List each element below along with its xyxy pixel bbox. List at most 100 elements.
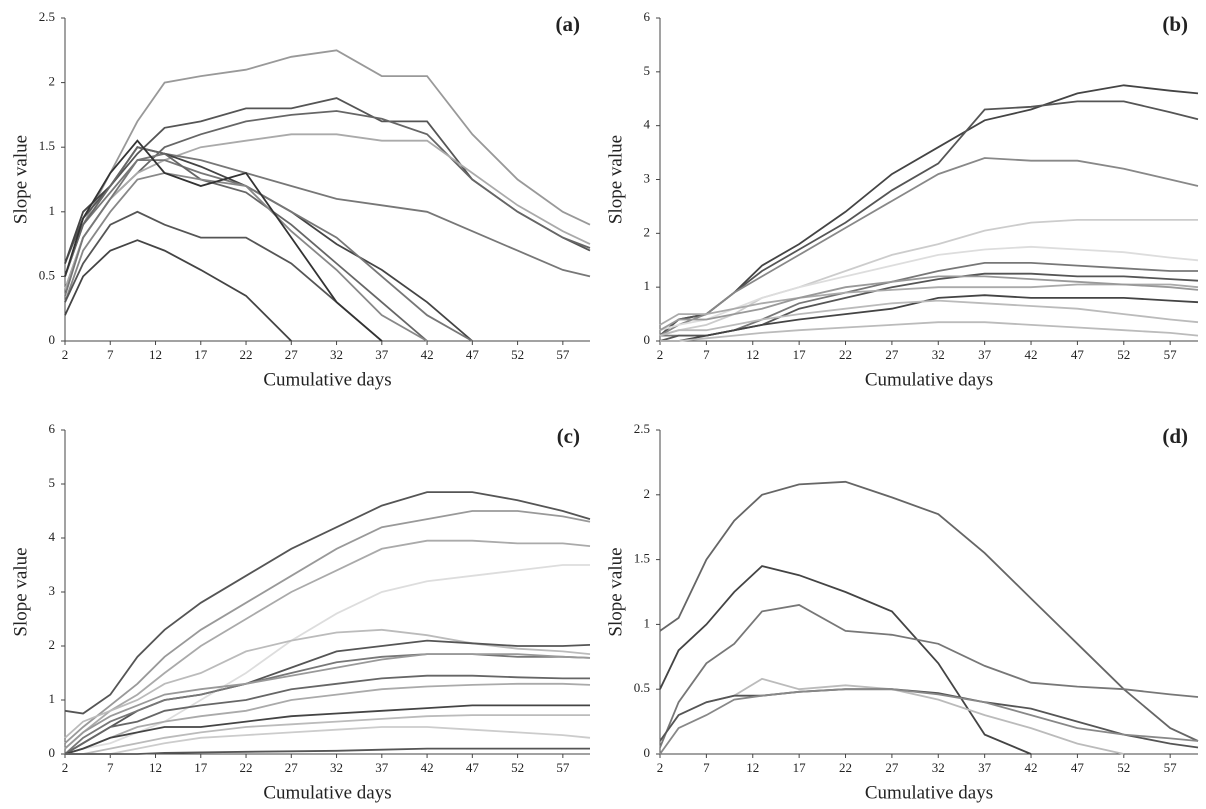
y-axis-label: Slope value xyxy=(10,135,31,224)
data-line xyxy=(659,157,1199,337)
x-tick-label: 57 xyxy=(1164,760,1178,775)
x-tick-label: 7 xyxy=(107,760,114,775)
y-tick-label: 4 xyxy=(49,529,56,544)
data-line xyxy=(64,239,292,342)
y-tick-label: 3 xyxy=(644,170,651,185)
x-tick-label: 42 xyxy=(421,347,434,362)
y-axis-label: Slope value xyxy=(605,547,626,636)
x-tick-label: 37 xyxy=(978,760,992,775)
x-axis-label: Cumulative days xyxy=(865,369,993,390)
y-tick-label: 0 xyxy=(49,332,56,347)
data-line xyxy=(64,682,591,755)
x-axis-label: Cumulative days xyxy=(263,369,391,390)
data-line xyxy=(64,674,590,755)
x-tick-label: 2 xyxy=(657,760,664,775)
data-line xyxy=(64,539,591,750)
data-line xyxy=(64,491,591,715)
y-tick-label: 0.5 xyxy=(634,680,650,695)
x-tick-label: 32 xyxy=(932,347,945,362)
x-axis-label: Cumulative days xyxy=(263,782,391,803)
x-tick-label: 2 xyxy=(657,347,664,362)
data-line xyxy=(660,321,1199,342)
x-tick-label: 7 xyxy=(703,760,710,775)
x-tick-label: 47 xyxy=(1071,347,1085,362)
x-axis-label: Cumulative days xyxy=(865,782,993,803)
x-tick-label: 12 xyxy=(746,347,759,362)
y-tick-label: 4 xyxy=(644,117,651,132)
x-tick-label: 2 xyxy=(62,347,69,362)
data-line xyxy=(64,510,591,744)
x-tick-label: 52 xyxy=(511,347,524,362)
x-tick-label: 27 xyxy=(285,347,299,362)
data-line xyxy=(659,480,1199,742)
data-line xyxy=(659,565,1032,755)
panel-title: (c) xyxy=(557,424,580,448)
y-tick-label: 1 xyxy=(644,278,651,293)
y-tick-label: 1 xyxy=(644,615,651,630)
x-tick-label: 22 xyxy=(839,347,852,362)
y-tick-label: 1.5 xyxy=(39,138,55,153)
data-line xyxy=(64,133,591,290)
data-line xyxy=(659,688,1199,755)
data-line xyxy=(64,49,591,277)
data-line xyxy=(64,152,591,297)
data-line xyxy=(659,604,1199,748)
y-tick-label: 2 xyxy=(644,224,651,239)
y-tick-label: 1 xyxy=(49,691,56,706)
data-line xyxy=(659,245,1199,332)
data-line xyxy=(64,639,591,755)
data-line xyxy=(659,275,1199,331)
data-line xyxy=(65,747,590,755)
data-line xyxy=(64,210,383,342)
y-tick-label: 1.5 xyxy=(634,551,650,566)
x-tick-label: 37 xyxy=(978,347,992,362)
y-tick-label: 3 xyxy=(49,583,56,598)
x-tick-label: 37 xyxy=(375,347,389,362)
data-line xyxy=(659,219,1198,337)
x-tick-label: 37 xyxy=(375,760,389,775)
x-tick-label: 17 xyxy=(793,347,807,362)
y-axis-label: Slope value xyxy=(605,135,626,224)
x-tick-label: 17 xyxy=(793,760,807,775)
x-tick-label: 22 xyxy=(240,347,253,362)
y-tick-label: 0.5 xyxy=(39,267,55,282)
x-tick-label: 52 xyxy=(511,760,524,775)
y-tick-label: 1 xyxy=(49,203,56,218)
x-tick-label: 32 xyxy=(932,760,945,775)
panel-title: (a) xyxy=(556,12,581,36)
x-tick-label: 47 xyxy=(466,347,480,362)
x-tick-label: 47 xyxy=(1071,760,1085,775)
panel-title: (d) xyxy=(1162,424,1188,448)
x-tick-label: 42 xyxy=(421,760,434,775)
x-tick-label: 27 xyxy=(285,760,299,775)
y-tick-label: 0 xyxy=(644,332,651,347)
y-axis-label: Slope value xyxy=(10,547,31,636)
x-tick-label: 42 xyxy=(1025,347,1038,362)
x-tick-label: 7 xyxy=(107,347,114,362)
y-tick-label: 6 xyxy=(49,421,56,436)
x-tick-label: 27 xyxy=(885,347,899,362)
y-tick-label: 2.5 xyxy=(39,9,55,24)
data-line xyxy=(64,653,591,755)
data-line xyxy=(660,294,1199,342)
x-tick-label: 32 xyxy=(330,347,343,362)
y-tick-label: 0 xyxy=(644,745,651,760)
data-line xyxy=(64,172,428,342)
x-tick-label: 57 xyxy=(1164,347,1178,362)
x-tick-label: 22 xyxy=(839,760,852,775)
y-tick-label: 6 xyxy=(644,9,651,24)
data-line xyxy=(64,146,473,342)
x-tick-label: 2 xyxy=(62,760,69,775)
x-tick-label: 17 xyxy=(194,760,208,775)
x-tick-label: 27 xyxy=(885,760,899,775)
panel-title: (b) xyxy=(1162,12,1188,36)
y-tick-label: 5 xyxy=(644,63,651,78)
data-line xyxy=(64,139,383,342)
data-line xyxy=(65,726,591,755)
y-tick-label: 2 xyxy=(49,74,56,89)
x-tick-label: 17 xyxy=(194,347,208,362)
x-tick-label: 12 xyxy=(149,347,162,362)
y-tick-label: 2 xyxy=(49,637,56,652)
